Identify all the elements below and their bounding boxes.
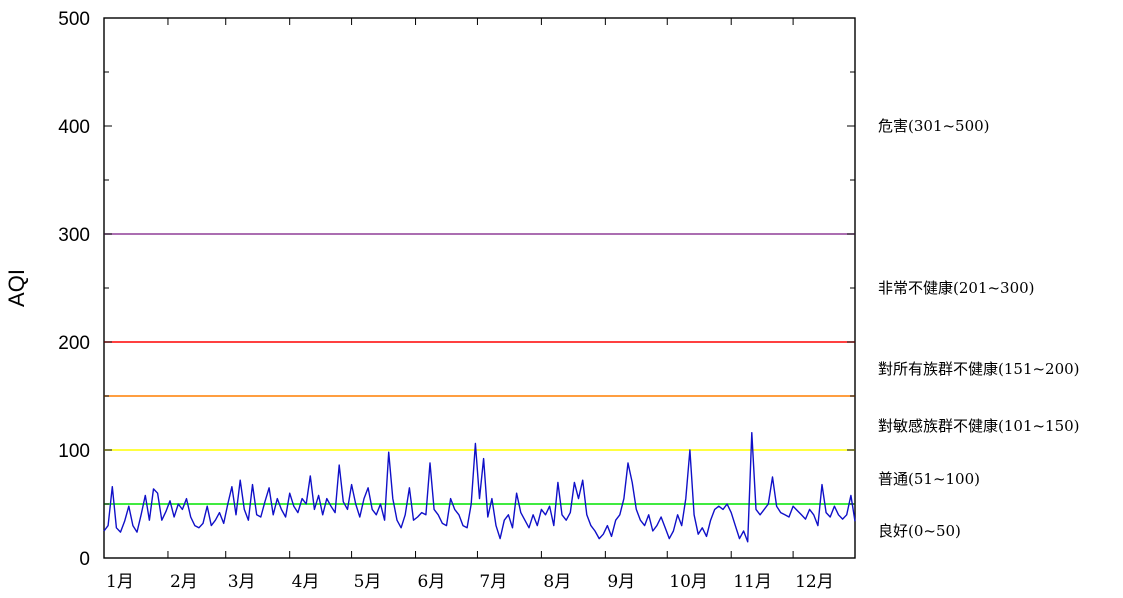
aqi-category-label: 對敏感族群不健康(101~150) xyxy=(878,417,1080,435)
y-tick-label: 100 xyxy=(58,441,90,462)
aqi-category-label: 良好(0~50) xyxy=(878,522,961,540)
aqi-category-label: 非常不健康(201~300) xyxy=(878,279,1035,297)
x-tick-label: 1月 xyxy=(106,572,134,592)
aqi-category-label: 普通(51~100) xyxy=(878,470,980,488)
y-tick-label: 300 xyxy=(58,225,90,246)
x-tick-label: 10月 xyxy=(669,572,708,592)
x-tick-label: 2月 xyxy=(170,572,198,592)
y-tick-label: 0 xyxy=(79,549,90,570)
aqi-category-label: 危害(301~500) xyxy=(878,117,990,135)
aqi-category-label: 對所有族群不健康(151~200) xyxy=(878,360,1080,378)
x-tick-label: 9月 xyxy=(607,572,635,592)
y-tick-label: 500 xyxy=(58,9,90,30)
x-tick-label: 4月 xyxy=(292,572,320,592)
x-tick-label: 3月 xyxy=(228,572,256,592)
x-tick-label: 11月 xyxy=(733,572,772,592)
x-tick-label: 8月 xyxy=(543,572,571,592)
x-tick-label: 5月 xyxy=(354,572,382,592)
aqi-series-line xyxy=(103,432,856,543)
plot-frame xyxy=(103,17,856,559)
y-tick-label: 200 xyxy=(58,333,90,354)
x-tick-label: 7月 xyxy=(479,572,507,592)
x-tick-label: 12月 xyxy=(795,572,834,592)
y-tick-label: 400 xyxy=(58,117,90,138)
x-tick-label: 6月 xyxy=(418,572,446,592)
y-axis-label: AQI xyxy=(4,269,29,307)
